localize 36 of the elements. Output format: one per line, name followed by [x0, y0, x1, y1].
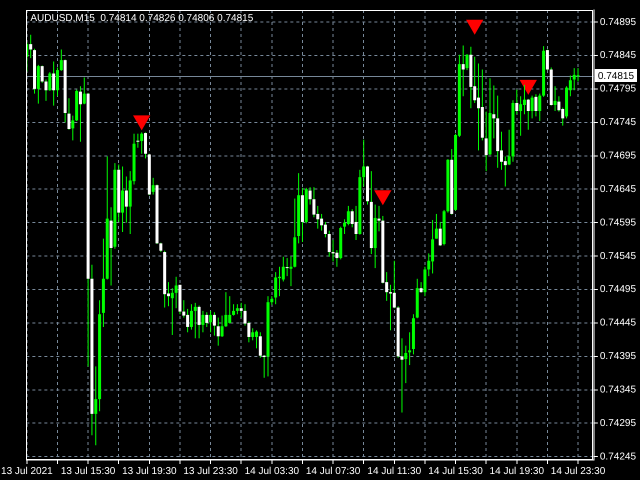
- y-tick-label: 0.74845: [600, 50, 636, 62]
- candlestick: [400, 338, 404, 413]
- x-tick-label: 13 Jul 19:30: [122, 466, 178, 477]
- ref-line-label: 0.74815: [598, 70, 634, 82]
- point: [133, 115, 150, 130]
- x-tick-label: 14 Jul 15:30: [428, 466, 484, 477]
- y-tick-label: 0.74345: [600, 384, 636, 396]
- x-tick-label: 13 Jul 23:30: [183, 466, 238, 477]
- y-tick-label: 0.74495: [600, 284, 636, 296]
- candlestick: [388, 284, 392, 330]
- chart-title: AUDUSD,M15 0.74814 0.74826 0.74806 0.74815: [30, 12, 254, 24]
- x-tick-label: 14 Jul 07:30: [306, 466, 361, 477]
- x-tick-label: 14 Jul 11:30: [367, 466, 422, 477]
- y-tick-label: 0.74645: [600, 184, 636, 195]
- point: [466, 20, 483, 34]
- y-tick-label: 0.74595: [600, 217, 636, 228]
- y-tick-label: 0.74795: [600, 84, 636, 95]
- point: [374, 190, 392, 205]
- x-tick-label: 14 Jul 19:30: [490, 466, 544, 477]
- y-tick-label: 0.74395: [600, 351, 636, 362]
- y-tick-label: 0.74745: [600, 117, 636, 128]
- y-tick-label: 0.74695: [600, 150, 636, 162]
- y-tick-label: 0.74245: [600, 451, 636, 462]
- x-tick-label: 14 Jul 23:30: [550, 466, 606, 477]
- candlestick: [286, 258, 289, 276]
- candlestick: [576, 68, 580, 82]
- y-tick-label: 0.74895: [600, 16, 636, 28]
- y-tick-label: 0.74445: [600, 318, 636, 329]
- y-tick-label: 0.74295: [600, 418, 636, 429]
- x-tick-label: 14 Jul 03:30: [244, 466, 300, 477]
- point: [520, 80, 537, 94]
- x-tick-label: 13 Jul 2021: [1, 466, 54, 477]
- candlestick: [289, 256, 292, 286]
- x-tick-label: 13 Jul 15:30: [60, 466, 116, 477]
- y-tick-label: 0.74545: [600, 250, 636, 262]
- candlestick: [332, 240, 335, 262]
